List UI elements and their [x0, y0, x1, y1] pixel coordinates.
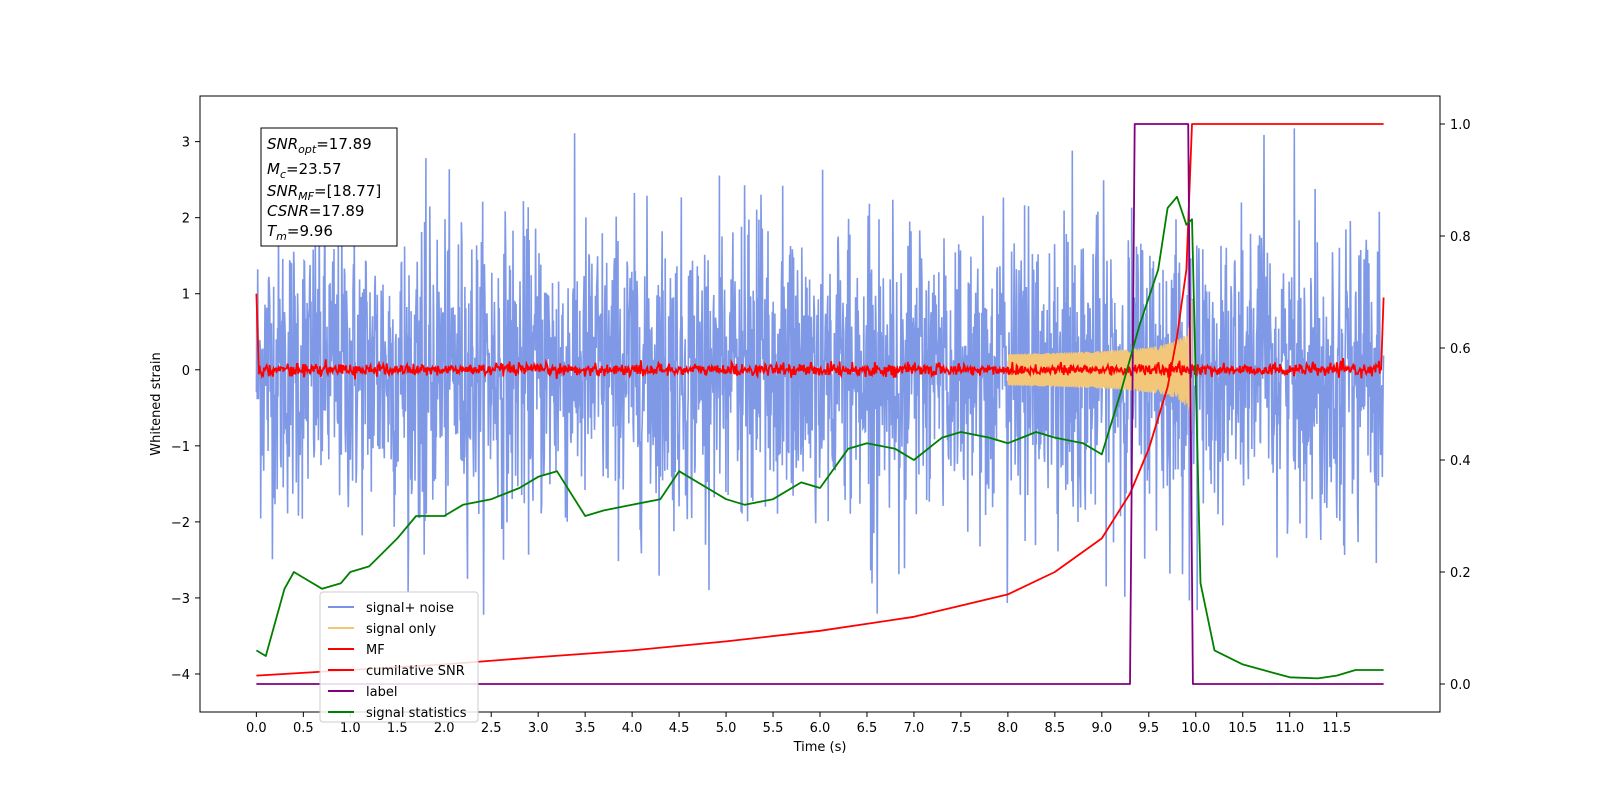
- info-snr-mf-value: =[18.77]: [314, 182, 381, 200]
- info-tm-base: T: [267, 222, 278, 240]
- info-snr-opt-value: =17.89: [316, 135, 372, 153]
- y-tick-label: 2: [182, 212, 190, 227]
- info-snr-opt-sub: opt: [298, 143, 317, 156]
- y-axis-left: 3 2 1 0 −1 −2 −3 −4: [171, 136, 200, 683]
- svg-text:SNRMF=[18.77]: SNRMF=[18.77]: [267, 182, 381, 203]
- y2-tick-label: 0.6: [1450, 342, 1471, 357]
- y2-tick-label: 0.4: [1450, 454, 1471, 469]
- y2-tick-label: 0.2: [1450, 566, 1471, 581]
- legend-label: MF: [366, 643, 385, 658]
- y2-tick-label: 0.0: [1450, 678, 1471, 693]
- x-tick-label: 0.0: [246, 721, 267, 736]
- legend-label: signal+ noise: [366, 601, 454, 616]
- info-box: SNRopt=17.89 Mc=23.57 SNRMF=[18.77] CSNR…: [260, 127, 398, 247]
- x-tick-label: 2.5: [481, 721, 502, 736]
- x-tick-label: 1.5: [387, 721, 408, 736]
- y-axis-label: Whitened strain: [149, 352, 164, 455]
- x-tick-label: 3.5: [575, 721, 596, 736]
- x-tick-label: 6.0: [810, 721, 831, 736]
- x-tick-label: 3.0: [528, 721, 549, 736]
- x-tick-label: 11.5: [1322, 721, 1351, 736]
- x-tick-label: 9.0: [1091, 721, 1112, 736]
- y-axis-right: 1.0 0.8 0.6 0.4 0.2 0.0: [1440, 118, 1471, 693]
- x-tick-label: 4.5: [669, 721, 690, 736]
- info-mc-value: =23.57: [286, 160, 342, 178]
- legend-label: cumilative SNR: [366, 664, 465, 679]
- y-tick-label: −3: [171, 592, 190, 607]
- series-signal-statistics: [255, 195, 1384, 680]
- y-tick-label: −1: [171, 440, 190, 455]
- x-tick-label: 10.0: [1181, 721, 1210, 736]
- x-tick-label: 7.0: [904, 721, 925, 736]
- legend-label: signal only: [366, 622, 436, 637]
- info-tm-sub: m: [276, 230, 287, 243]
- x-tick-label: 10.5: [1228, 721, 1257, 736]
- y-tick-label: 0: [182, 364, 190, 379]
- legend: signal+ noise signal only MF cumilative SNR…: [319, 591, 479, 723]
- x-tick-label: 5.5: [763, 721, 784, 736]
- info-csnr-base: CSNR: [267, 202, 309, 220]
- x-tick-label: 2.0: [434, 721, 455, 736]
- info-csnr-value: =17.89: [309, 202, 365, 220]
- series-mf: [255, 293, 1385, 380]
- series-layer: [255, 123, 1385, 685]
- x-tick-label: 9.5: [1138, 721, 1159, 736]
- x-tick-label: 6.5: [857, 721, 878, 736]
- info-snr-mf-base: SNR: [267, 182, 298, 200]
- svg-text:Tm=9.96: Tm=9.96: [267, 222, 333, 243]
- y-tick-label: −2: [171, 516, 190, 531]
- x-tick-label: 8.0: [998, 721, 1019, 736]
- info-snr-mf-sub: MF: [298, 190, 314, 203]
- info-mc-base: M: [267, 160, 280, 178]
- y2-tick-label: 0.8: [1450, 230, 1471, 245]
- x-tick-label: 5.0: [716, 721, 737, 736]
- info-mc-sub: c: [280, 168, 286, 181]
- y-tick-label: 1: [182, 288, 190, 303]
- info-snr-opt-base: SNR: [267, 135, 298, 153]
- svg-text:Mc=23.57: Mc=23.57: [267, 160, 342, 181]
- svg-text:CSNR=17.89: CSNR=17.89: [267, 202, 364, 220]
- x-axis: 0.0 0.5 1.0 1.5 2.0 2.5 3.0 3.5 4.0 4.5 5.0 5.5 6.0 6…: [246, 712, 1351, 736]
- y-tick-label: −4: [171, 668, 190, 683]
- x-tick-label: 4.0: [622, 721, 643, 736]
- series-cumulative-snr: [256, 123, 1384, 677]
- x-tick-label: 1.0: [340, 721, 361, 736]
- legend-label: label: [366, 685, 397, 700]
- x-axis-label: Time (s): [793, 740, 847, 755]
- x-tick-label: 11.0: [1275, 721, 1304, 736]
- legend-label: signal statistics: [366, 706, 467, 721]
- x-tick-label: 7.5: [951, 721, 972, 736]
- y-tick-label: 3: [182, 136, 190, 151]
- x-tick-label: 0.5: [293, 721, 314, 736]
- series-label: [256, 123, 1384, 685]
- x-tick-label: 8.5: [1045, 721, 1066, 736]
- y2-tick-label: 1.0: [1450, 118, 1471, 133]
- svg-text:SNRopt=17.89: SNRopt=17.89: [267, 135, 372, 156]
- info-tm-value: =9.96: [287, 222, 333, 240]
